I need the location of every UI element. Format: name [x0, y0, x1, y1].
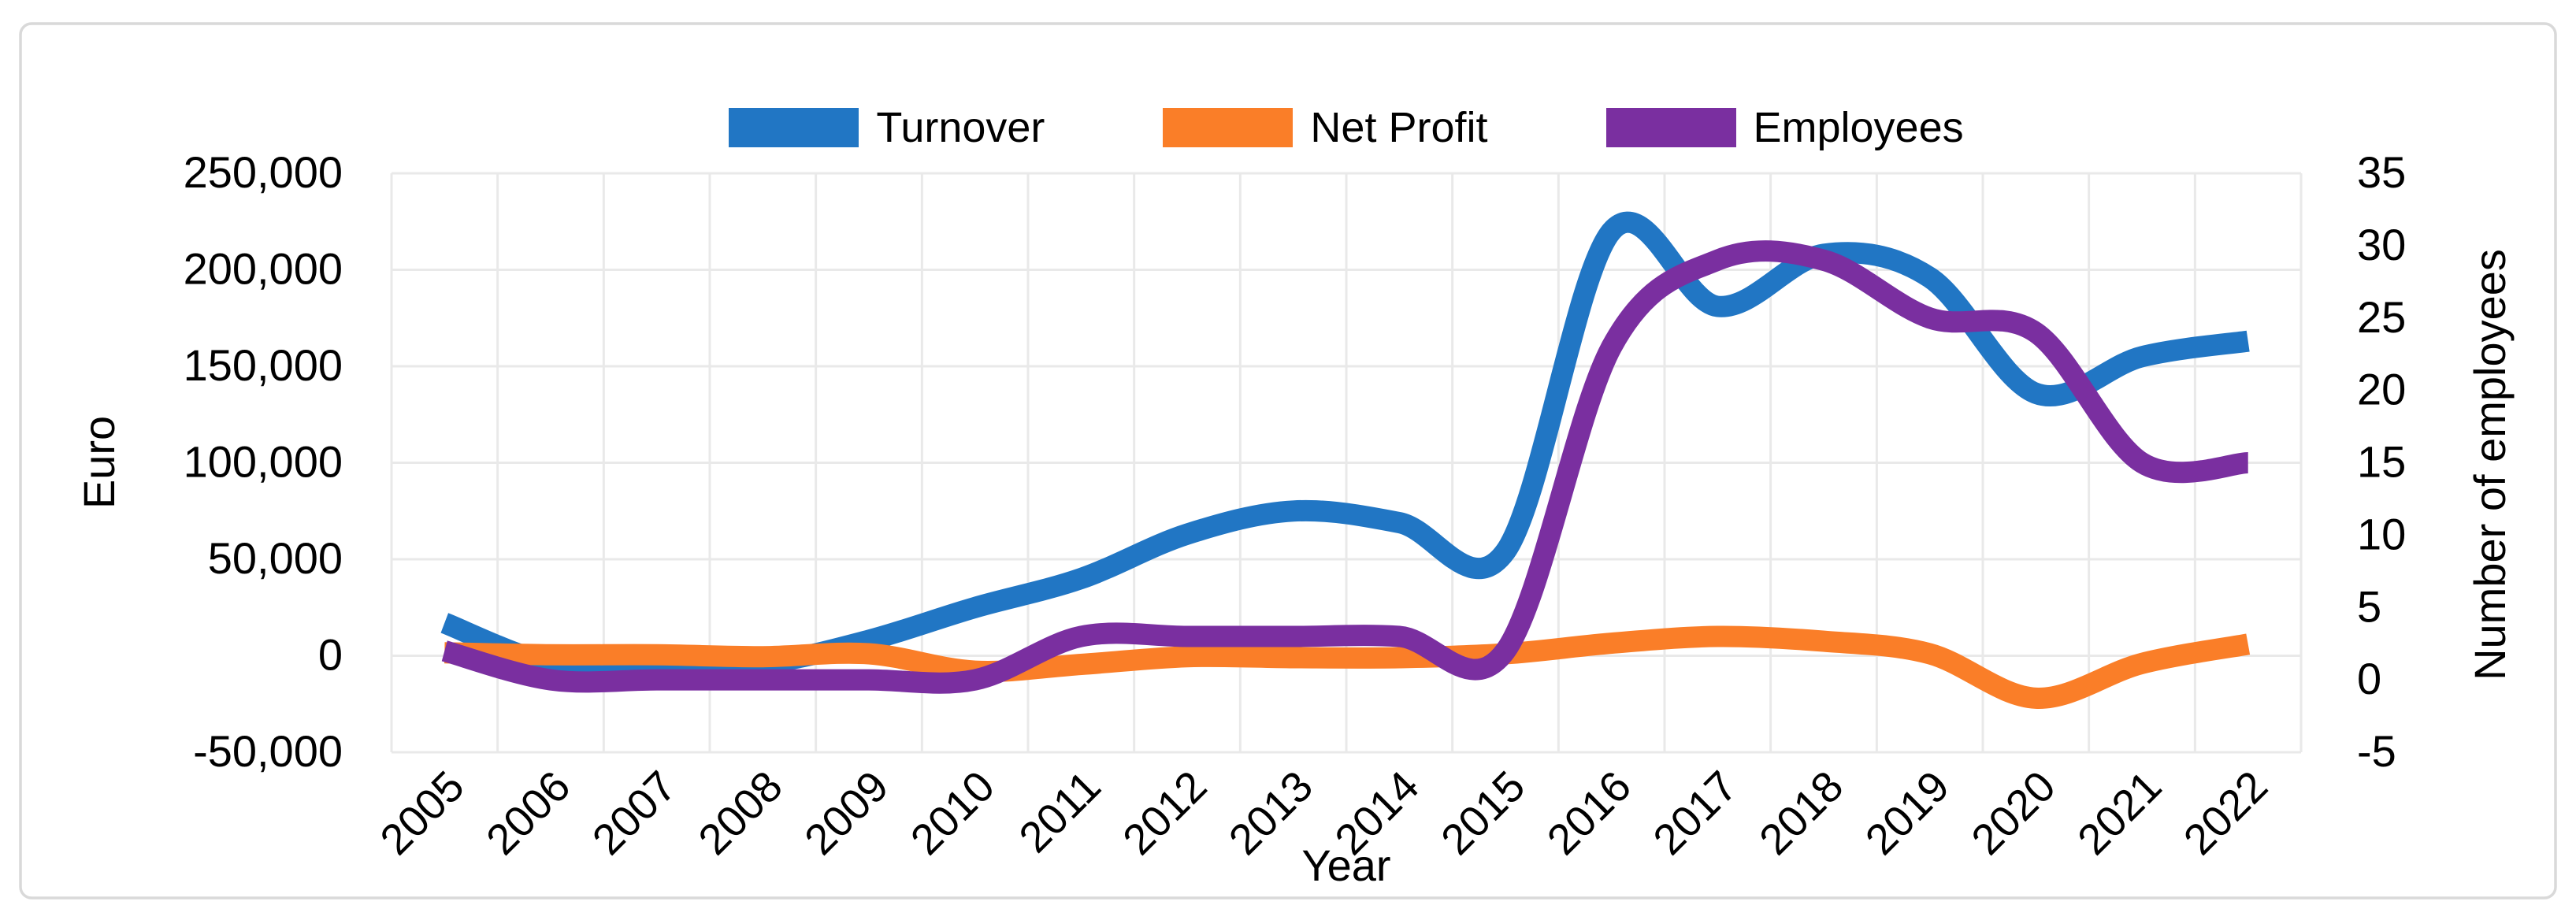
legend-swatch — [1163, 108, 1294, 147]
left-axis-tick-label: 150,000 — [184, 340, 343, 390]
series-line-employees — [441, 240, 2249, 694]
legend-item-employees: Employees — [1605, 104, 1964, 151]
right-axis-tick-label: 5 — [2357, 581, 2381, 631]
left-axis-tick-label: 50,000 — [208, 533, 343, 583]
right-axis-tick-label: 20 — [2357, 365, 2406, 414]
right-axis-tick-label: 10 — [2357, 509, 2406, 558]
legend-item-label: Net Profit — [1310, 104, 1488, 151]
legend-item-turnover: Turnover — [729, 106, 1045, 149]
legend: Turnover Net Profit Employees — [392, 102, 2301, 153]
right-axis-tick-labels: 35 30 25 20 15 10 5 0 -5 — [2357, 147, 2406, 776]
legend-swatch — [1605, 108, 1736, 147]
left-axis-tick-label: -50,000 — [193, 726, 343, 776]
left-axis-title: Euro — [74, 416, 124, 509]
left-axis-tick-label: 200,000 — [184, 244, 343, 294]
series-line-net-profit — [444, 625, 2251, 709]
legend-item-net-profit: Net Profit — [1163, 104, 1488, 151]
left-axis-tick-label: 100,000 — [184, 437, 343, 487]
legend-swatch — [729, 108, 859, 147]
legend-item-label: Turnover — [876, 104, 1045, 151]
right-axis-tick-label: 0 — [2357, 654, 2381, 703]
right-axis-tick-label: -5 — [2357, 726, 2396, 776]
left-axis-tick-labels: 250,000 200,000 150,000 100,000 50,000 0 -50,0… — [184, 147, 343, 776]
series-lines — [440, 211, 2251, 709]
x-axis-title: Year — [1301, 840, 1390, 890]
right-axis-tick-label: 35 — [2357, 147, 2406, 197]
right-axis-title: Number of employees — [2465, 249, 2515, 681]
right-axis-tick-label: 30 — [2357, 220, 2406, 269]
left-axis-tick-label: 250,000 — [184, 147, 343, 197]
right-axis-tick-label: 25 — [2357, 292, 2406, 342]
legend-item-label: Employees — [1753, 104, 1964, 151]
left-axis-tick-label: 0 — [318, 630, 343, 680]
right-axis-tick-label: 15 — [2357, 437, 2406, 487]
